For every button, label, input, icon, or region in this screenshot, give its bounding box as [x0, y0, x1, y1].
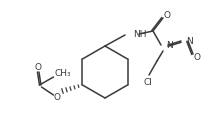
- Text: CH₃: CH₃: [54, 69, 71, 78]
- Text: O: O: [164, 11, 170, 19]
- Text: O: O: [35, 63, 42, 71]
- Text: O: O: [194, 53, 200, 61]
- Text: NH: NH: [133, 29, 146, 39]
- Text: Cl: Cl: [144, 78, 153, 86]
- Text: O: O: [54, 92, 61, 101]
- Text: N: N: [166, 40, 173, 49]
- Text: N: N: [186, 37, 193, 45]
